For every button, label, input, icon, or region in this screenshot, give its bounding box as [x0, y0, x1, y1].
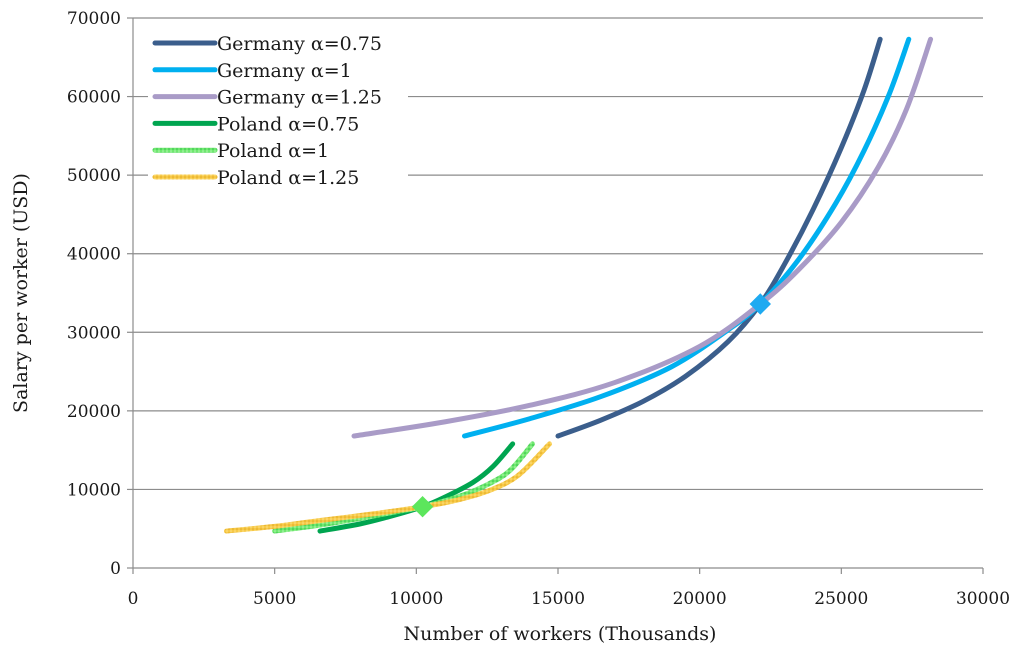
legend: Germany α=0.75 Germany α=1 Germany α=1.25 P… — [148, 28, 408, 220]
x-tick-label: 25000 — [814, 589, 868, 609]
y-tick-label: 20000 — [67, 402, 121, 422]
intersection-marker — [749, 293, 772, 315]
y-tick-label: 50000 — [67, 166, 121, 186]
y-tick-label: 60000 — [67, 88, 121, 108]
legend-label: Poland α=0.75 — [217, 113, 359, 135]
y-axis-title: Salary per worker (USD) — [10, 173, 32, 413]
y-tick-label: 40000 — [67, 245, 121, 265]
y-tick-label: 0 — [110, 559, 121, 579]
series-line-germany-alpha-125 — [351, 36, 934, 439]
x-tick-label: 5000 — [253, 589, 296, 609]
legend-label: Germany α=1.25 — [217, 87, 382, 109]
axes: 0 10000 20000 30000 40000 50000 60000 70000 0 500… — [67, 9, 1010, 609]
x-tick-label: 30000 — [956, 589, 1010, 609]
x-axis-title: Number of workers (Thousands) — [404, 623, 717, 645]
markers — [411, 293, 772, 518]
y-tick-label: 70000 — [67, 9, 121, 29]
x-tick-label: 10000 — [389, 589, 443, 609]
legend-label: Germany α=1 — [217, 60, 352, 82]
x-tick-label: 15000 — [531, 589, 585, 609]
legend-label: Poland α=1.25 — [217, 167, 359, 189]
legend-label: Poland α=1 — [217, 140, 329, 162]
x-tick-label: 20000 — [673, 589, 727, 609]
legend-label: Germany α=0.75 — [217, 33, 382, 55]
x-tick-label: 0 — [128, 589, 139, 609]
y-tick-label: 10000 — [67, 480, 121, 500]
intersection-marker — [411, 496, 434, 518]
y-tick-label: 30000 — [67, 323, 121, 343]
